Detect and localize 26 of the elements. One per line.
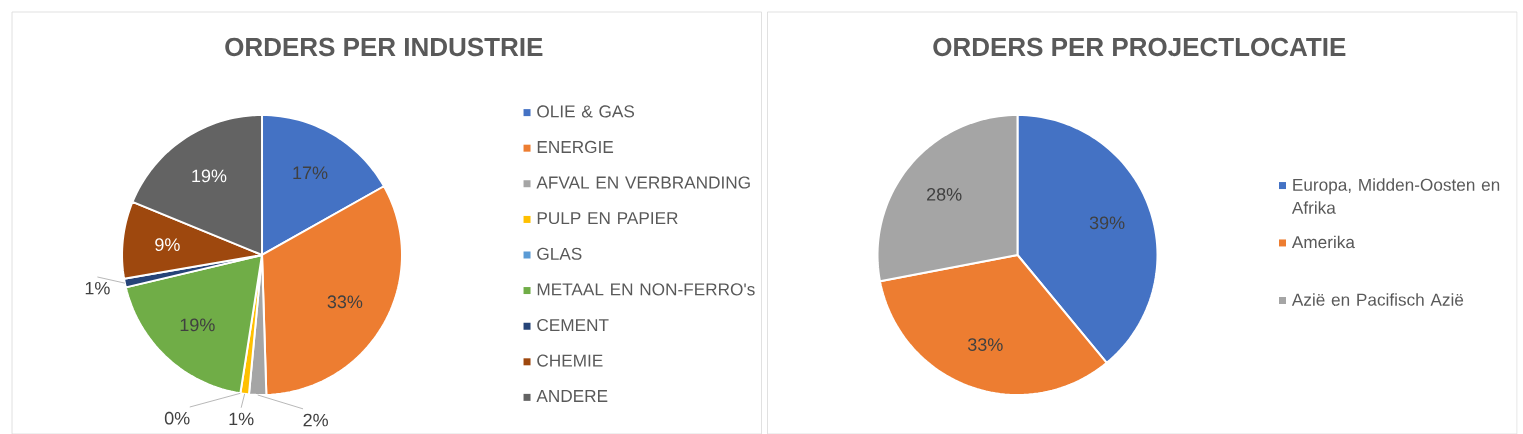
data-label: 17% (293, 166, 328, 180)
legend-label: ANDERE (536, 390, 608, 402)
data-label: 2% (303, 413, 328, 427)
data-label: 19% (192, 169, 227, 183)
legend-label: PULP EN PAPIER (537, 212, 678, 225)
data-label: 33% (967, 338, 1003, 351)
legend-label: Europa, Midden-Oosten en Afrika (1291, 178, 1500, 214)
data-label: 1% (229, 412, 254, 426)
legend-label: CHEMIE (537, 354, 603, 367)
legend-label: ENERGIE (537, 140, 614, 154)
legend-label: Azië en Pacifisch Azië (1291, 293, 1464, 306)
text: 0% (164, 411, 190, 425)
data-label: 39% (1089, 216, 1125, 230)
legend-label: Amerika (1291, 235, 1355, 249)
data-label: 19% (180, 318, 215, 332)
legend-label: METAAL EN NON-FERRO's (537, 283, 755, 296)
legend-label: AFVAL EN VERBRANDING (536, 176, 750, 189)
data-label: 9% (155, 238, 180, 252)
data-label: 1% (85, 281, 110, 295)
legend-label: GLAS (537, 247, 582, 260)
chart-title: ORDERS PER PROJECTLOCATIE (933, 37, 1346, 57)
chart-title: ORDERS PER INDUSTRIE (225, 37, 543, 57)
legend-label: OLIE & GAS (537, 105, 635, 118)
legend-label: CEMENT (537, 318, 609, 332)
data-label: 33% (327, 295, 363, 309)
data-label: 28% (927, 187, 962, 201)
